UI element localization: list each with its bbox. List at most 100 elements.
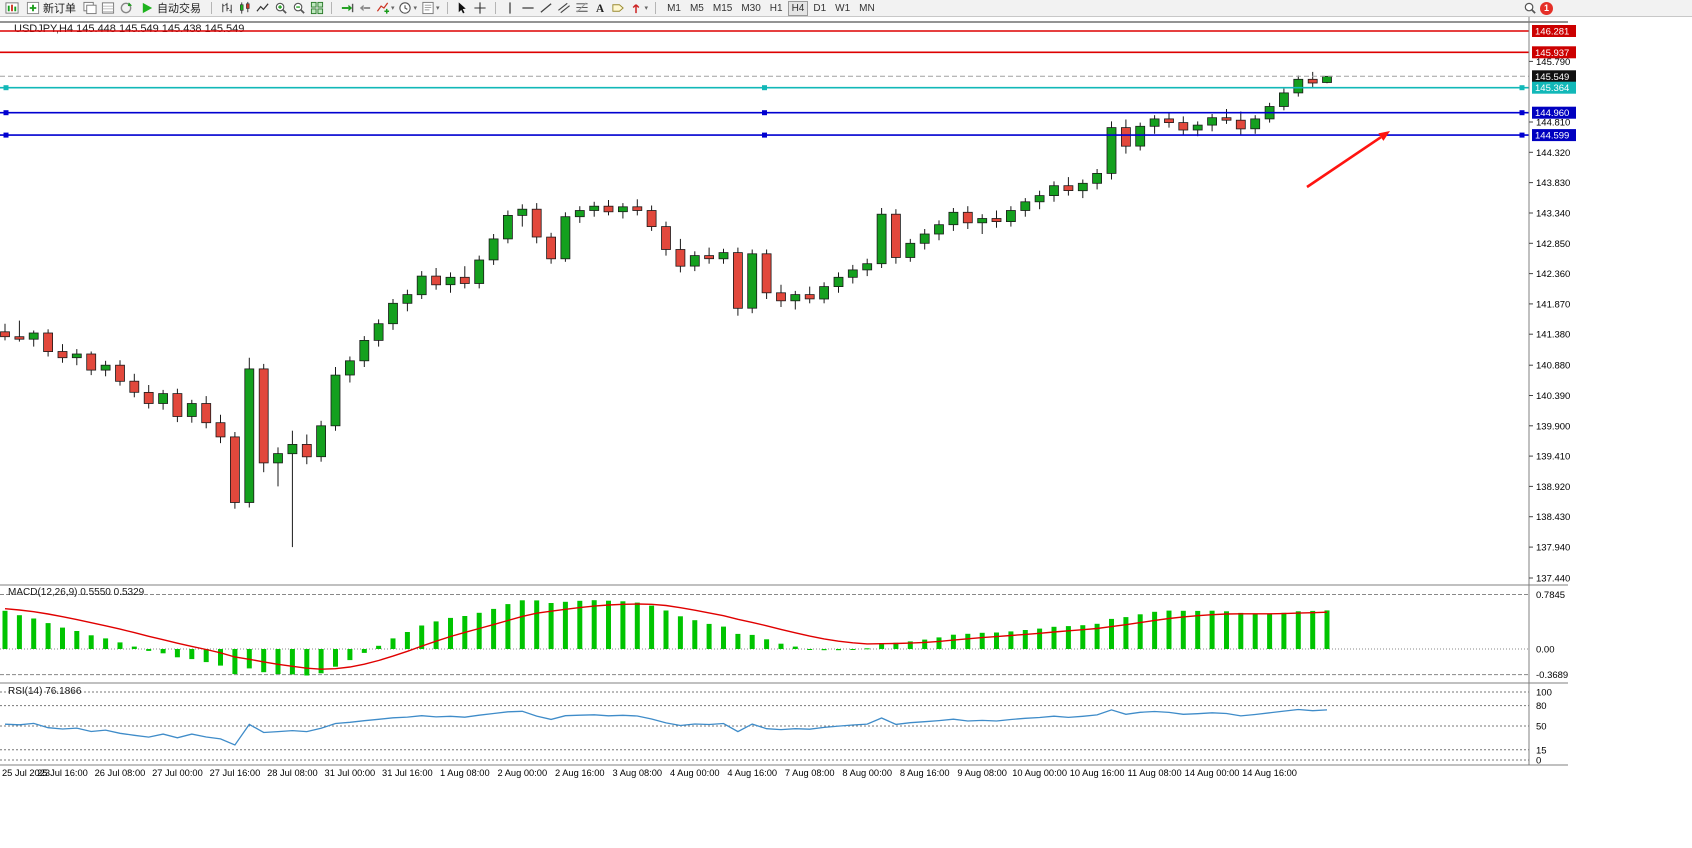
- toolbar-separator: [446, 2, 448, 14]
- timeframe-button-h1[interactable]: H1: [769, 2, 783, 14]
- arrows-tool-icon[interactable]: [629, 1, 644, 16]
- timeframe-button-h4[interactable]: H4: [787, 0, 809, 16]
- auto-scroll-icon[interactable]: [339, 1, 354, 16]
- timeframe-button-w1[interactable]: W1: [835, 2, 851, 14]
- svg-text:140.880: 140.880: [1536, 361, 1570, 372]
- templates-icon[interactable]: [420, 1, 435, 16]
- dropdown-caret-icon[interactable]: ▾: [413, 5, 418, 12]
- line-chart-icon[interactable]: [255, 1, 270, 16]
- svg-text:143.340: 143.340: [1536, 208, 1570, 219]
- trendline-tool-icon[interactable]: [539, 1, 554, 16]
- text-tool-icon[interactable]: A: [593, 1, 608, 16]
- new-order-icon: [25, 1, 40, 16]
- svg-text:10 Aug 16:00: 10 Aug 16:00: [1070, 768, 1125, 778]
- channel-tool-icon[interactable]: [557, 1, 572, 16]
- indicators-icon[interactable]: [375, 1, 390, 16]
- svg-text:15: 15: [1536, 745, 1547, 756]
- svg-text:146.281: 146.281: [1535, 27, 1569, 38]
- timeframe-button-m5[interactable]: M5: [689, 2, 704, 14]
- svg-text:28 Jul 08:00: 28 Jul 08:00: [267, 768, 318, 778]
- svg-text:145.937: 145.937: [1535, 48, 1569, 59]
- svg-text:144.810: 144.810: [1536, 118, 1570, 129]
- horizontal-line-145.549[interactable]: 145.549: [0, 70, 1576, 83]
- refresh-icon[interactable]: [118, 1, 133, 16]
- tile-windows-icon[interactable]: [309, 1, 324, 16]
- auto-trading-button[interactable]: 自动交易: [136, 0, 204, 16]
- svg-text:137.940: 137.940: [1536, 543, 1570, 554]
- svg-text:9 Aug 08:00: 9 Aug 08:00: [957, 768, 1007, 778]
- play-icon: [139, 1, 154, 16]
- svg-text:50: 50: [1536, 722, 1547, 733]
- svg-text:143.830: 143.830: [1536, 178, 1570, 189]
- svg-text:7 Aug 08:00: 7 Aug 08:00: [785, 768, 835, 778]
- dropdown-caret-icon[interactable]: ▾: [436, 5, 440, 12]
- cursor-icon[interactable]: [455, 1, 470, 16]
- svg-text:144.960: 144.960: [1535, 108, 1569, 119]
- trend-arrow-annotation[interactable]: [1306, 131, 1390, 189]
- horizontal-line-146.281[interactable]: 146.281: [0, 25, 1576, 38]
- horizontal-line-144.960[interactable]: 144.960: [0, 106, 1576, 120]
- timeframe-button-mn[interactable]: MN: [859, 2, 875, 14]
- timeframe-button-d1[interactable]: D1: [813, 2, 827, 14]
- svg-text:14 Aug 16:00: 14 Aug 16:00: [1242, 768, 1297, 778]
- notification-badge[interactable]: 1: [1540, 1, 1553, 15]
- data-window-icon[interactable]: [100, 1, 115, 16]
- horizontal-line-145.364[interactable]: 145.364: [0, 81, 1576, 95]
- svg-text:140.390: 140.390: [1536, 391, 1570, 402]
- svg-text:27 Jul 00:00: 27 Jul 00:00: [152, 768, 203, 778]
- svg-text:138.430: 138.430: [1536, 512, 1570, 523]
- macd-indicator-label: MACD(12,26,9) 0.5550 0.5329: [8, 587, 145, 598]
- horizontal-line-145.937[interactable]: 145.937: [0, 46, 1576, 59]
- svg-text:0: 0: [1536, 756, 1541, 767]
- zoom-in-icon[interactable]: [273, 1, 288, 16]
- chart-shift-icon[interactable]: [357, 1, 372, 16]
- dropdown-caret-icon[interactable]: ▾: [391, 5, 395, 12]
- chart-window-icon[interactable]: [4, 1, 19, 16]
- rsi-panel: 100 80 50 150: [0, 688, 1552, 767]
- svg-text:26 Jul 08:00: 26 Jul 08:00: [95, 768, 146, 778]
- svg-text:31 Jul 16:00: 31 Jul 16:00: [382, 768, 433, 778]
- svg-text:4 Aug 00:00: 4 Aug 00:00: [670, 768, 720, 778]
- svg-text:0.7845: 0.7845: [1536, 590, 1565, 601]
- candlestick-chart-icon[interactable]: [237, 1, 252, 16]
- svg-text:100: 100: [1536, 688, 1552, 699]
- horizontal-line-tool-icon[interactable]: [521, 1, 536, 16]
- price-axis[interactable]: 145.790 144.810 144.320 143.830 143.340 142.8…: [1528, 17, 1570, 765]
- svg-text:-0.3689: -0.3689: [1536, 670, 1568, 681]
- svg-text:8 Aug 16:00: 8 Aug 16:00: [900, 768, 950, 778]
- chart-title: USDJPY,H4 145.448 145.549 145.438 145.54…: [14, 23, 245, 35]
- label-tool-icon[interactable]: [611, 1, 626, 16]
- horizontal-line-144.599[interactable]: 144.599: [0, 129, 1576, 142]
- dropdown-caret-icon[interactable]: ▾: [644, 5, 649, 12]
- new-order-button[interactable]: 新订单: [22, 0, 79, 16]
- zoom-out-icon[interactable]: [291, 1, 306, 16]
- timeframe-button-m30[interactable]: M30: [741, 2, 761, 14]
- svg-text:144.599: 144.599: [1535, 131, 1569, 142]
- svg-text:145.364: 145.364: [1535, 83, 1569, 94]
- auto-trading-label: 自动交易: [157, 3, 201, 15]
- timeframe-buttons: M1 M5 M15 M30 H1 H4 D1 W1 MN: [663, 0, 879, 16]
- svg-text:141.380: 141.380: [1536, 330, 1570, 341]
- fibonacci-tool-icon[interactable]: [575, 1, 590, 16]
- vertical-line-tool-icon[interactable]: [503, 1, 518, 16]
- charts-grid-icon[interactable]: [82, 1, 97, 16]
- timeframe-button-m15[interactable]: M15: [712, 2, 733, 14]
- timeframe-button-m1[interactable]: M1: [667, 2, 681, 14]
- crosshair-icon[interactable]: [473, 1, 488, 16]
- svg-text:139.410: 139.410: [1536, 452, 1570, 463]
- svg-text:137.440: 137.440: [1536, 573, 1570, 584]
- svg-text:144.320: 144.320: [1536, 148, 1570, 159]
- svg-text:27 Jul 16:00: 27 Jul 16:00: [210, 768, 261, 778]
- toolbar-separator: [494, 2, 496, 14]
- search-icon[interactable]: [1522, 1, 1537, 16]
- svg-text:25 Jul 16:00: 25 Jul 16:00: [37, 768, 88, 778]
- periods-clock-icon[interactable]: [398, 1, 413, 16]
- svg-text:1 Aug 08:00: 1 Aug 08:00: [440, 768, 490, 778]
- svg-text:2 Aug 16:00: 2 Aug 16:00: [555, 768, 605, 778]
- svg-text:138.920: 138.920: [1536, 482, 1570, 493]
- bar-chart-icon[interactable]: [219, 1, 234, 16]
- svg-text:142.360: 142.360: [1536, 269, 1570, 280]
